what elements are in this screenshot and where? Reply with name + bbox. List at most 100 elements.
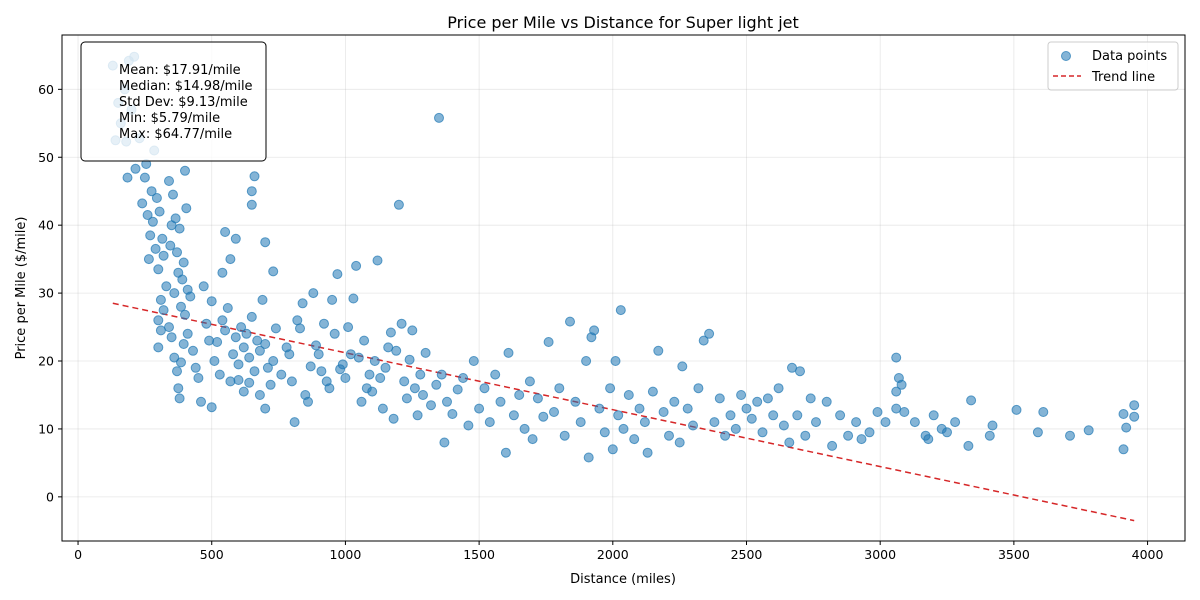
- data-point: [340, 373, 351, 383]
- stat-std-dev: Std Dev: $9.13/mile: [119, 95, 248, 110]
- data-point: [872, 407, 883, 417]
- data-point: [434, 112, 444, 123]
- data-point: [549, 407, 559, 417]
- data-point: [864, 427, 875, 438]
- data-point: [190, 362, 201, 373]
- x-tick-label: 2000: [597, 547, 629, 562]
- y-axis: 0 10 20 30 40 50 60: [38, 82, 62, 504]
- data-point: [353, 352, 364, 363]
- data-point: [233, 375, 244, 385]
- data-point: [220, 325, 231, 336]
- data-point: [412, 410, 423, 421]
- data-point: [359, 335, 370, 346]
- data-point: [942, 427, 952, 438]
- data-point: [375, 373, 386, 383]
- data-point: [212, 337, 223, 347]
- legend: Data points Trend line: [1047, 41, 1179, 91]
- data-point: [377, 403, 388, 414]
- data-point: [1118, 444, 1129, 455]
- data-point: [139, 172, 150, 183]
- data-point: [851, 417, 862, 428]
- data-point: [452, 384, 463, 395]
- data-points: [107, 51, 1140, 463]
- data-point: [209, 356, 220, 366]
- data-point: [246, 199, 257, 210]
- data-point: [773, 383, 784, 394]
- data-point: [827, 440, 838, 451]
- data-point: [236, 322, 247, 333]
- legend-label-trend-line: Trend line: [1091, 70, 1155, 85]
- stat-mean: Mean: $17.91/mile: [119, 63, 241, 78]
- data-point: [613, 410, 624, 421]
- y-tick-label: 30: [38, 286, 54, 301]
- data-point: [241, 328, 252, 339]
- data-point: [249, 366, 260, 377]
- data-point: [1129, 411, 1140, 422]
- data-point: [484, 417, 495, 428]
- x-tick-label: 3000: [864, 547, 896, 562]
- data-point: [811, 417, 821, 428]
- data-point: [137, 198, 148, 209]
- data-point: [150, 243, 161, 254]
- data-point: [891, 386, 902, 397]
- data-point: [1129, 400, 1140, 411]
- data-point: [178, 257, 189, 268]
- data-point: [909, 417, 920, 428]
- data-point: [158, 250, 169, 261]
- data-point: [238, 386, 249, 397]
- data-point: [157, 233, 168, 244]
- data-point: [147, 216, 158, 227]
- data-point: [154, 206, 165, 217]
- x-tick-label: 0: [74, 547, 82, 562]
- data-point: [896, 379, 907, 390]
- data-point: [674, 437, 685, 448]
- data-point: [180, 165, 190, 176]
- data-point: [225, 376, 236, 387]
- data-point: [538, 411, 549, 422]
- data-point: [289, 417, 300, 428]
- data-point: [260, 339, 271, 349]
- data-point: [220, 227, 231, 237]
- data-point: [693, 383, 704, 394]
- data-point: [768, 410, 779, 421]
- data-point: [185, 291, 196, 302]
- data-point: [164, 322, 174, 333]
- data-point: [704, 328, 715, 339]
- data-point: [177, 274, 188, 285]
- data-point: [364, 369, 375, 380]
- data-point: [145, 230, 156, 241]
- data-point: [122, 172, 133, 183]
- data-point: [166, 332, 177, 343]
- data-point: [714, 393, 725, 404]
- data-point: [784, 437, 795, 448]
- data-point: [356, 396, 367, 407]
- data-point: [688, 420, 698, 431]
- x-tick-label: 500: [200, 547, 224, 562]
- data-point: [188, 345, 198, 356]
- data-point: [158, 305, 169, 316]
- stats-box: Mean: $17.91/mile Median: $14.98/mile St…: [80, 41, 267, 162]
- data-point: [495, 396, 506, 407]
- data-point: [1083, 425, 1094, 436]
- data-point: [270, 323, 281, 334]
- data-point: [725, 410, 736, 421]
- data-point: [257, 294, 268, 305]
- data-point: [246, 186, 257, 197]
- data-point: [741, 403, 752, 414]
- data-point: [153, 315, 164, 326]
- data-point: [182, 328, 193, 339]
- data-point: [615, 305, 626, 316]
- data-point: [1011, 404, 1022, 415]
- data-point: [634, 403, 645, 414]
- data-point: [351, 260, 362, 271]
- data-point: [303, 396, 313, 407]
- data-point: [720, 430, 731, 441]
- data-point: [238, 342, 249, 353]
- data-point: [372, 255, 383, 266]
- data-point: [623, 390, 634, 400]
- data-point: [260, 403, 271, 414]
- data-point: [332, 269, 343, 280]
- data-point: [196, 396, 206, 407]
- data-point: [514, 390, 525, 400]
- data-point: [337, 359, 348, 370]
